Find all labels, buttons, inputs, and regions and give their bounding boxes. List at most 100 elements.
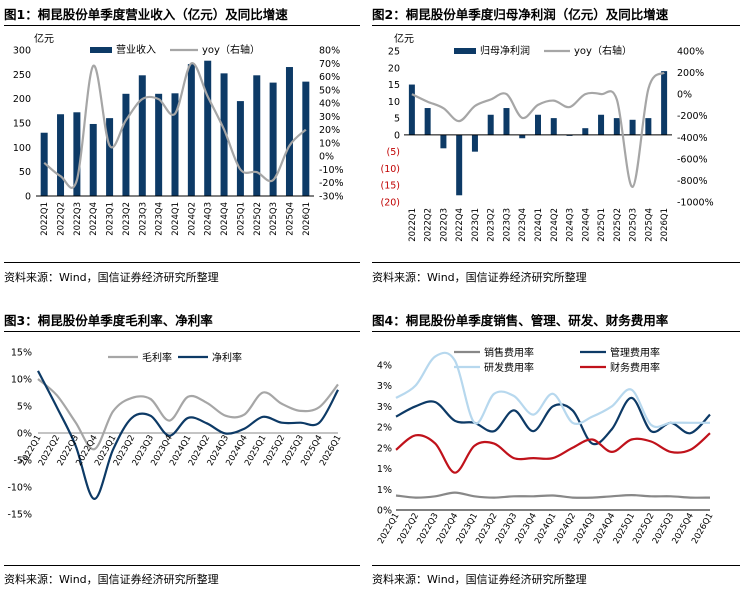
net-profit-bar — [535, 114, 541, 135]
figure-2-x-tick-label: 2023Q1 — [471, 208, 481, 242]
left-y-tick-label: (10) — [380, 164, 400, 175]
left-y-tick-label: 150 — [13, 119, 31, 130]
revenue-bar — [89, 123, 97, 196]
selling-expense-line — [395, 491, 711, 499]
figure-2-x-tick-label: 2026Q1 — [660, 208, 670, 242]
right-y-tick-label: -20% — [319, 178, 344, 189]
left-y-tick-label: (15) — [380, 181, 400, 192]
yoy-line — [411, 71, 665, 189]
figure-1: 图1：桐昆股份单季度营业收入（亿元）及同比增速 亿元 0 50 100 150 200 25… — [4, 4, 360, 294]
y-tick-label: 15% — [11, 348, 32, 359]
legend-finance-label: 财务费用率 — [610, 361, 660, 374]
net-profit-bar — [471, 134, 478, 152]
figure-1-x-tick-label: 2022Q4 — [89, 202, 99, 236]
right-y-tick-label: -800% — [677, 176, 708, 187]
net-profit-bar — [440, 134, 447, 149]
net-profit-bar — [503, 108, 510, 135]
right-y-tick-label: 20% — [319, 125, 340, 136]
net-profit-bar — [408, 84, 415, 135]
net-profit-bar — [629, 119, 636, 135]
left-y-tick-label: 5 — [394, 114, 400, 125]
revenue-bar — [204, 60, 212, 196]
net-profit-bar — [613, 118, 620, 135]
right-y-tick-label: -400% — [677, 133, 708, 144]
net-profit-bar — [661, 71, 668, 135]
figure-3-source: 资料来源：Wind，国信证券经济研究所整理 — [4, 573, 219, 586]
left-y-tick-label: 0 — [25, 192, 31, 203]
figure-1-x-tick-label: 2023Q4 — [155, 202, 165, 236]
figure-2-x-tick-label: 2023Q4 — [518, 208, 528, 242]
right-y-tick-label: -1000% — [677, 198, 714, 209]
figure-3: 图3：桐昆股份单季度毛利率、净利率 -15% -10% -5% 0% 5% 10% 15% 毛… — [4, 310, 360, 592]
revenue-bar — [57, 114, 65, 196]
y-tick-label: 1% — [377, 485, 392, 496]
left-axis-unit-label: 亿元 — [394, 32, 414, 45]
right-y-tick-label: -200% — [677, 111, 708, 122]
figure-2-x-tick-label: 2025Q2 — [613, 208, 623, 242]
right-y-tick-label: 80% — [319, 46, 340, 57]
figure-1-x-tick-label: 2022Q1 — [40, 202, 50, 236]
net-profit-bar — [487, 114, 494, 135]
net-profit-bar — [598, 114, 605, 135]
y-tick-label: -15% — [7, 510, 32, 521]
revenue-bar — [40, 132, 48, 196]
legend-net-margin-label: 净利率 — [212, 351, 242, 364]
figure-1-x-tick-label: 2026Q1 — [302, 202, 312, 236]
left-y-tick-label: 100 — [13, 143, 31, 154]
revenue-bar — [155, 93, 163, 196]
right-y-tick-label: 50% — [319, 85, 340, 96]
revenue-bar — [285, 67, 293, 197]
figure-1-x-tick-label: 2024Q2 — [187, 202, 197, 236]
figure-2-x-tick-label: 2023Q2 — [487, 208, 497, 242]
y-tick-label: 2% — [377, 423, 392, 434]
y-tick-label: 0% — [377, 506, 392, 517]
figure-1-title: 图1：桐昆股份单季度营业收入（亿元）及同比增速 — [4, 7, 288, 22]
right-y-tick-label: 40% — [319, 99, 340, 110]
legend-gross-margin-label: 毛利率 — [142, 351, 172, 364]
figure-2-bottom-rule — [372, 262, 740, 263]
y-tick-label: 3% — [377, 402, 392, 413]
net-profit-bar — [519, 134, 526, 139]
right-y-tick-label: 0% — [677, 90, 692, 101]
right-y-tick-label: -10% — [319, 165, 344, 176]
figure-4: 图4：桐昆股份单季度销售、管理、研发、财务费用率 0% 1% 1% 2% 2% 3% 3% 4… — [372, 310, 740, 592]
figure-2-title: 图2：桐昆股份单季度归母净利润（亿元）及同比增速 — [372, 7, 669, 22]
figure-2-x-tick-label: 2024Q3 — [566, 208, 576, 242]
revenue-bar — [187, 64, 195, 196]
rd-expense-line — [395, 351, 710, 429]
right-y-tick-label: 10% — [319, 138, 340, 149]
left-y-tick-label: (20) — [380, 198, 400, 209]
finance-expense-line — [395, 432, 711, 474]
figure-2-x-tick-label: 2023Q3 — [502, 208, 512, 242]
figure-2-source: 资料来源：Wind，国信证券经济研究所整理 — [372, 271, 587, 284]
net-profit-bar — [550, 118, 557, 135]
revenue-bar — [269, 82, 277, 196]
figure-2: 图2：桐昆股份单季度归母净利润（亿元）及同比增速 亿元 (20) (15) (10) (… — [372, 4, 740, 294]
left-axis-unit-label: 亿元 — [34, 32, 54, 45]
y-tick-label: -5% — [14, 456, 33, 467]
figure-3-chart: -15%-10%-5%0%5%10%15% 毛利率 净利率2022Q12022Q22… — [7, 348, 343, 521]
figure-1-x-tick-label: 2025Q4 — [285, 202, 295, 236]
figure-2-x-tick-label: 2024Q4 — [581, 208, 591, 242]
admin-expense-line — [395, 396, 711, 446]
legend-rd-label: 研发费用率 — [484, 361, 534, 374]
left-y-tick-label: 15 — [388, 80, 400, 91]
figure-4-title: 图4：桐昆股份单季度销售、管理、研发、财务费用率 — [372, 313, 669, 328]
left-y-tick-label: 20 — [388, 63, 400, 74]
right-y-tick-label: -600% — [677, 154, 708, 165]
right-y-tick-label: -30% — [319, 192, 344, 203]
figure-2-x-tick-label: 2025Q4 — [644, 208, 654, 242]
figure-2-x-tick-label: 2022Q4 — [455, 208, 465, 242]
figure-1-x-tick-label: 2024Q1 — [171, 202, 181, 236]
revenue-bar — [302, 81, 310, 196]
net-profit-bar — [582, 128, 589, 135]
figure-3-title: 图3：桐昆股份单季度毛利率、净利率 — [4, 313, 213, 328]
legend-revenue-label: 营业收入 — [116, 43, 156, 56]
figure-2-x-tick-label: 2022Q1 — [408, 208, 418, 242]
gross-margin-line — [37, 378, 339, 451]
revenue-bar — [236, 101, 244, 196]
figure-1-x-tick-label: 2023Q1 — [106, 202, 116, 236]
right-y-tick-label: 400% — [677, 47, 704, 58]
net-profit-bar — [645, 118, 652, 135]
figure-1-x-tick-label: 2023Q2 — [122, 202, 132, 236]
